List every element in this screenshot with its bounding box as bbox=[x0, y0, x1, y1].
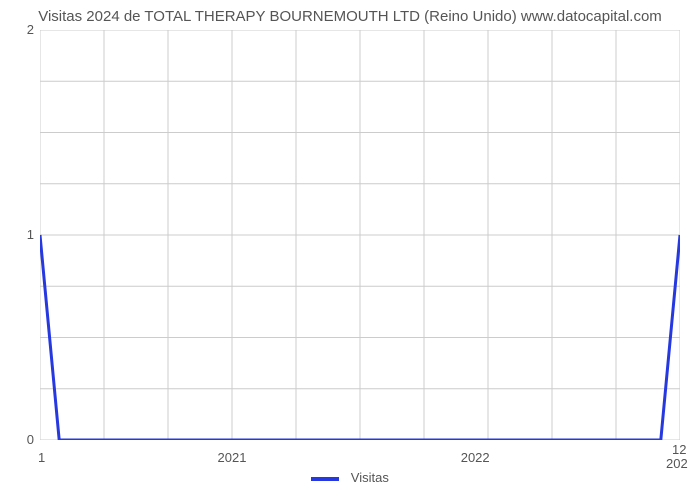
y-tick-label: 1 bbox=[4, 227, 34, 242]
legend: Visitas bbox=[0, 470, 700, 485]
x-edge-left: 1 bbox=[38, 450, 45, 465]
y-tick-label: 0 bbox=[4, 432, 34, 447]
y-tick-label: 2 bbox=[4, 22, 34, 37]
legend-label: Visitas bbox=[351, 470, 389, 485]
legend-swatch bbox=[311, 477, 339, 481]
x-edge-right-top: 12 bbox=[672, 442, 686, 457]
plot-area bbox=[40, 30, 680, 440]
x-tick-label: 2021 bbox=[218, 450, 247, 465]
chart-svg bbox=[40, 30, 680, 440]
x-tick-label: 2022 bbox=[461, 450, 490, 465]
x-edge-right-bottom: 202 bbox=[666, 456, 688, 471]
chart-title: Visitas 2024 de TOTAL THERAPY BOURNEMOUT… bbox=[0, 0, 700, 25]
